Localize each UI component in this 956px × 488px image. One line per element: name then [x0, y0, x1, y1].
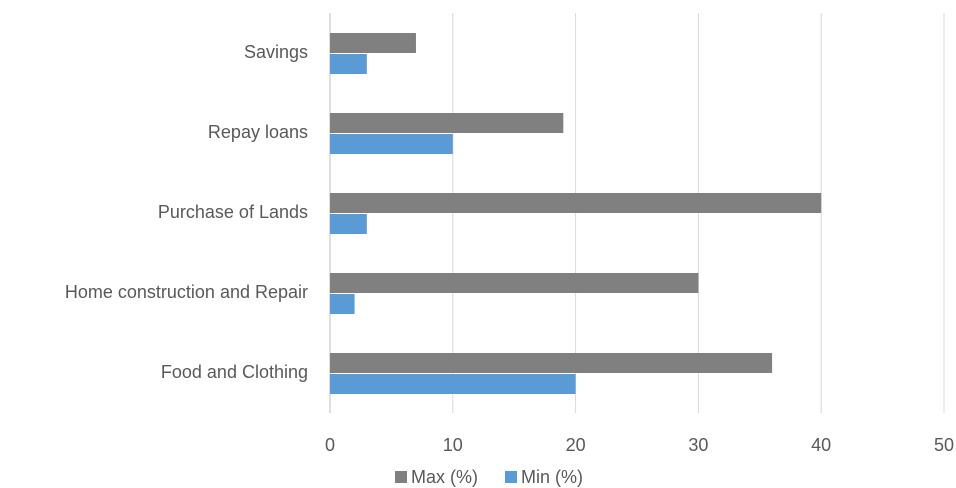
bar [330, 214, 367, 234]
bar [330, 113, 564, 133]
y-tick-label: Purchase of Lands [158, 202, 308, 222]
bar [330, 134, 453, 154]
legend-swatch [505, 471, 517, 483]
x-tick-label: 0 [325, 435, 335, 455]
y-tick-label: Home construction and Repair [65, 282, 308, 302]
x-tick-label: 20 [566, 435, 586, 455]
x-tick-label: 40 [811, 435, 831, 455]
legend-swatch [395, 471, 407, 483]
legend-label: Max (%) [411, 467, 478, 487]
x-tick-label: 50 [934, 435, 954, 455]
y-tick-label: Savings [244, 42, 308, 62]
legend-label: Min (%) [521, 467, 583, 487]
bar [330, 353, 773, 373]
bar [330, 374, 576, 394]
bar [330, 54, 367, 74]
y-tick-label: Repay loans [208, 122, 308, 142]
x-tick-label: 10 [443, 435, 463, 455]
bar [330, 33, 416, 53]
y-tick-label: Food and Clothing [161, 362, 308, 382]
bar [330, 273, 699, 293]
x-tick-label: 30 [688, 435, 708, 455]
bar [330, 294, 355, 314]
bar [330, 193, 822, 213]
